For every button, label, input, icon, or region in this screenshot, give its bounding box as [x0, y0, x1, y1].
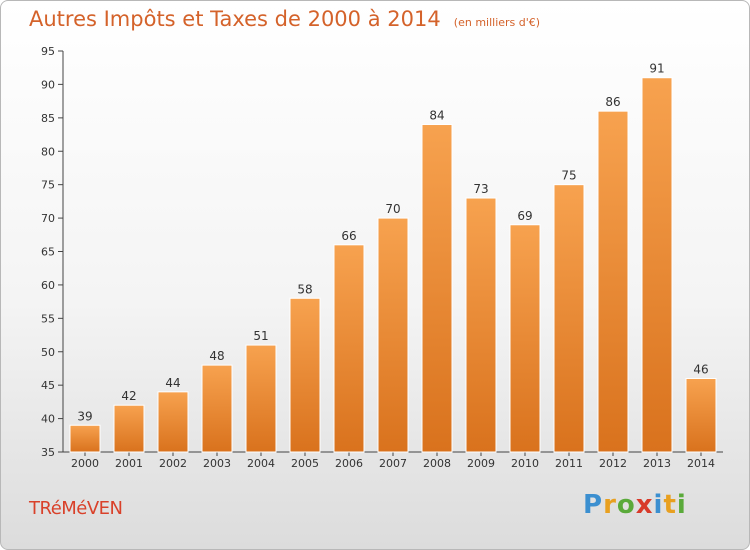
x-tick-label-2013: 2013 [643, 457, 671, 470]
x-tick-label-2004: 2004 [247, 457, 275, 470]
bar-2009 [465, 197, 497, 453]
data-label-2003: 48 [209, 349, 224, 363]
y-tick-label: 75 [41, 179, 55, 192]
bar-2002 [157, 391, 189, 453]
data-label-2000: 39 [77, 409, 92, 423]
logo-letter: x [635, 490, 654, 520]
y-tick-label: 50 [41, 346, 55, 359]
data-label-2012: 86 [605, 95, 620, 109]
proxiti-logo[interactable]: Proxiti [583, 490, 687, 520]
x-tick-label-2007: 2007 [379, 457, 407, 470]
y-tick-label: 95 [41, 45, 55, 58]
logo-letter: P [583, 490, 604, 520]
bar-2000 [69, 424, 101, 453]
bar-2011 [553, 184, 585, 453]
bar-2001 [113, 404, 145, 453]
y-tick-label: 65 [41, 246, 55, 259]
y-tick-label: 60 [41, 279, 55, 292]
logo-letter: i [653, 490, 664, 520]
x-tick-label-2008: 2008 [423, 457, 451, 470]
bar-2012 [597, 110, 629, 453]
x-tick-label-2014: 2014 [687, 457, 715, 470]
y-tick-label: 40 [41, 413, 55, 426]
chart-subtitle: (en milliers d'€) [453, 16, 541, 29]
chart-title: Autres Impôts et Taxes de 2000 à 2014 [29, 7, 441, 31]
data-label-2006: 66 [341, 229, 356, 243]
data-label-2013: 91 [649, 62, 664, 76]
data-label-2002: 44 [165, 376, 180, 390]
axes: 35 40 45 50 55 60 65 70 75 80 85 90 95 2000 2001 2002 20… [41, 45, 723, 470]
bar-2008 [421, 124, 453, 453]
bar-2007 [377, 217, 409, 453]
data-label-2008: 84 [429, 109, 444, 123]
data-label-2010: 69 [517, 209, 532, 223]
data-labels: 39 42 44 48 51 58 66 70 84 73 69 75 86 91 46 [77, 62, 708, 424]
x-tick-label-2010: 2010 [511, 457, 539, 470]
y-tick-label: 35 [41, 446, 55, 459]
x-tick-label-2000: 2000 [71, 457, 99, 470]
x-tick-label-2009: 2009 [467, 457, 495, 470]
bar-2010 [509, 224, 541, 453]
data-label-2005: 58 [297, 282, 312, 296]
x-tick-label-2012: 2012 [599, 457, 627, 470]
logo-letter: r [603, 490, 617, 520]
y-tick-label: 85 [41, 112, 55, 125]
bar-2013 [641, 77, 673, 453]
data-label-2011: 75 [561, 169, 576, 183]
bar-2005 [289, 297, 321, 453]
data-label-2001: 42 [121, 389, 136, 403]
data-label-2009: 73 [473, 182, 488, 196]
x-tick-label-2002: 2002 [159, 457, 187, 470]
x-tick-label-2001: 2001 [115, 457, 143, 470]
logo-letter: i [676, 490, 687, 520]
data-label-2004: 51 [253, 329, 268, 343]
x-tick-label-2011: 2011 [555, 457, 583, 470]
logo-letter: t [663, 490, 677, 520]
bar-2003 [201, 364, 233, 453]
y-tick-label: 80 [41, 145, 55, 158]
data-label-2014: 46 [693, 362, 708, 376]
bar-2004 [245, 344, 277, 453]
y-tick-label: 70 [41, 212, 55, 225]
bar-2006 [333, 244, 365, 453]
data-label-2007: 70 [385, 202, 400, 216]
logo-letter: o [616, 490, 636, 520]
commune-name: TRéMéVEN [29, 498, 123, 519]
y-tick-label: 90 [41, 78, 55, 91]
bar-2014 [685, 377, 717, 453]
x-tick-label-2006: 2006 [335, 457, 363, 470]
y-tick-label: 55 [41, 312, 55, 325]
x-tick-label-2005: 2005 [291, 457, 319, 470]
y-tick-label: 45 [41, 379, 55, 392]
bars [69, 77, 717, 453]
x-tick-label-2003: 2003 [203, 457, 231, 470]
chart-title-block: Autres Impôts et Taxes de 2000 à 2014 (e… [29, 7, 540, 31]
